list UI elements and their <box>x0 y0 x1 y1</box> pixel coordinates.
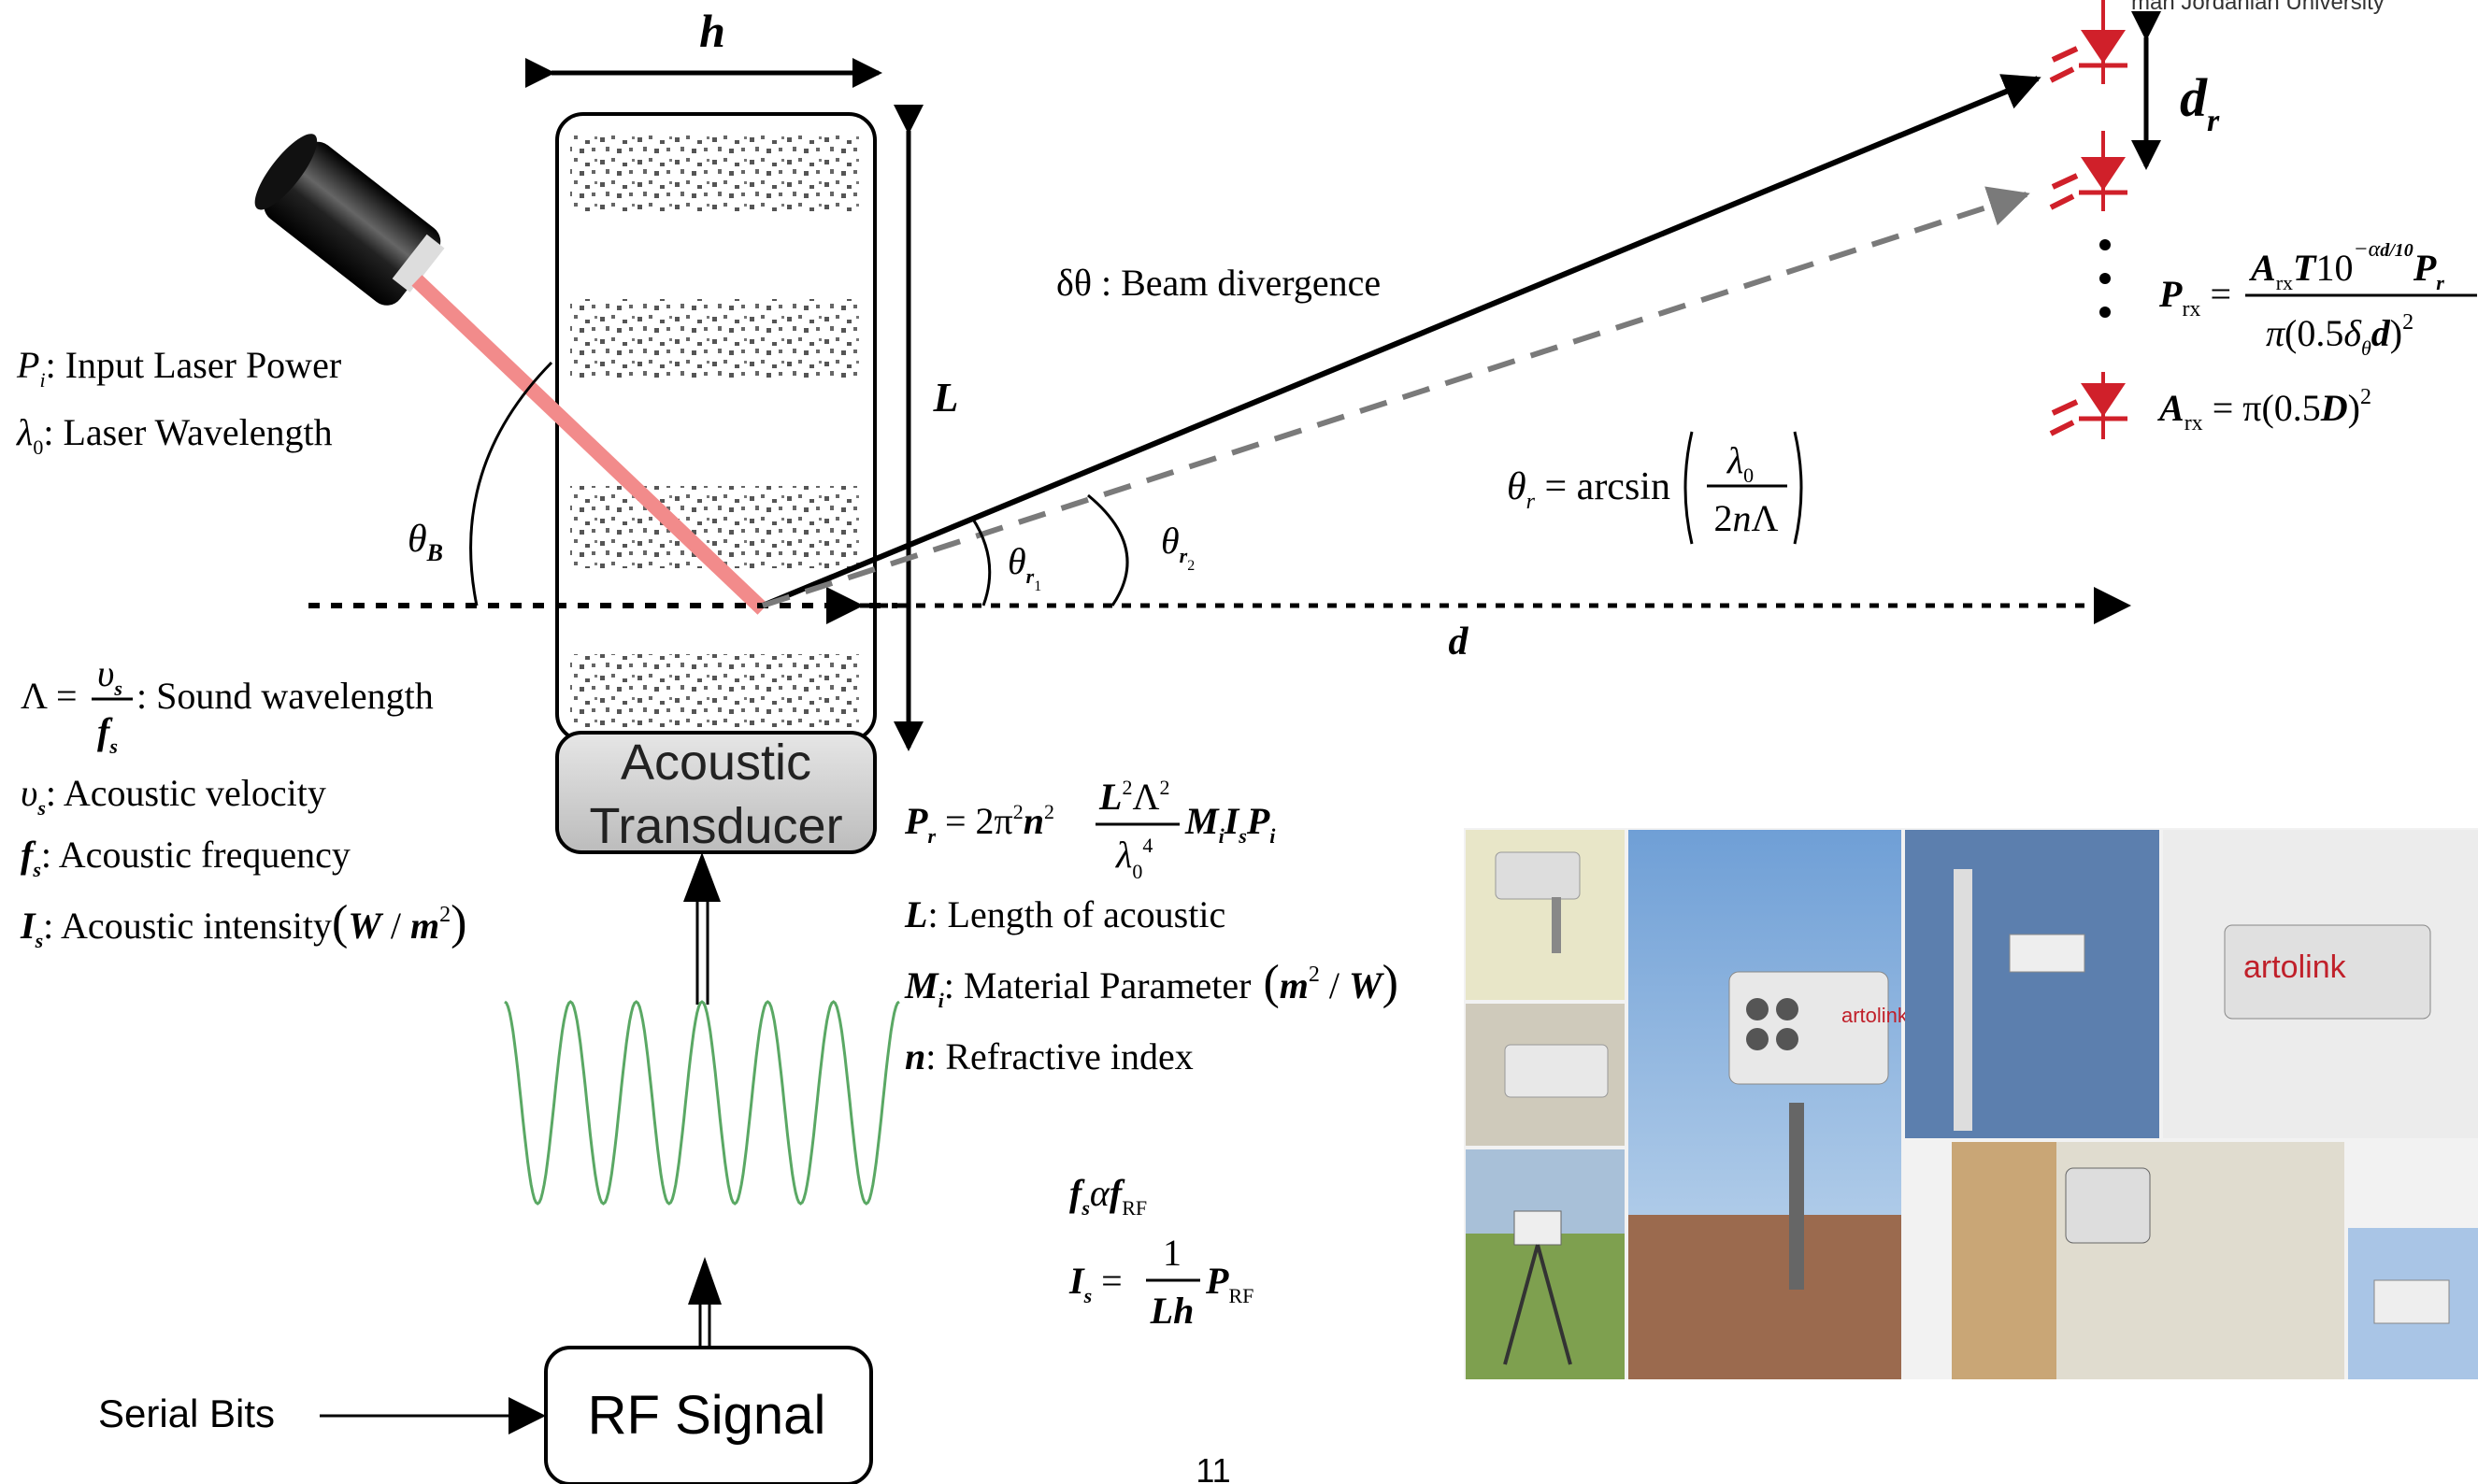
photodiode-2 <box>2049 131 2127 211</box>
svg-text:θr = arcsin: θr = arcsin <box>1507 465 1670 514</box>
svg-text:Lh: Lh <box>1150 1290 1195 1332</box>
dr-label: dr <box>2180 67 2220 138</box>
svg-text:π(0.5δθd)2: π(0.5δθd)2 <box>2266 310 2414 360</box>
laser-source <box>254 134 445 306</box>
fs-proportional-formula: fsαfRF <box>1069 1172 1147 1220</box>
theta-r1-arc <box>970 517 992 606</box>
svg-text:: Sound wavelength: : Sound wavelength <box>136 675 434 717</box>
rf-signal-label: RF Signal <box>588 1385 826 1446</box>
photo-tile-8 <box>2348 1228 2478 1379</box>
diffracted-beam-1 <box>761 74 2041 608</box>
L-label: L <box>933 375 959 421</box>
svg-text:Pr = 2π2n2: Pr = 2π2n2 <box>904 800 1054 848</box>
theta-r-formula: θr = arcsin λ0 2nΛ <box>1507 431 1803 545</box>
intensity-formula: Is = 1 Lh PRF <box>1068 1232 1253 1332</box>
svg-text:1: 1 <box>1163 1232 1182 1274</box>
affiliation-text: man Jordanian University <box>2131 0 2385 15</box>
photodiode-3 <box>2049 372 2127 439</box>
svg-text:fs: fs <box>97 710 118 758</box>
d-label: d <box>1449 621 1469 664</box>
dots-3 <box>2099 307 2111 318</box>
theta-r2-label: θr2 <box>1161 520 1195 574</box>
photo-tile-6: artolink <box>2163 830 2478 1138</box>
laser-beam <box>411 275 768 615</box>
receiver-area-formula: Arx = π(0.5D)2 <box>2156 385 2371 435</box>
rf-box-to-wave-arrow <box>688 1257 722 1348</box>
rf-to-transducer-arrow <box>683 852 721 1005</box>
acousto-optic-crystal <box>555 112 877 742</box>
photo-tile-1 <box>1466 830 1625 1000</box>
photodiode-1 <box>2049 0 2127 84</box>
acoustic-transducer: Acoustic Transducer <box>555 731 877 854</box>
svg-text:ArxT10−αd/10Pr: ArxT10−αd/10Pr <box>2248 237 2444 294</box>
diffracted-power-formula: Pr = 2π2n2 L2Λ2 λ04 MiIsPi <box>904 776 1276 883</box>
dots-1 <box>2099 239 2111 250</box>
theta-B-arc <box>469 361 553 606</box>
svg-text:υs: υs <box>97 652 122 700</box>
brand-text: artolink <box>1841 1004 1909 1027</box>
photo-collage: artolink artolink <box>1464 828 2478 1379</box>
serial-bits-label: Serial Bits <box>98 1391 275 1435</box>
beam-divergence-label: δθ : Beam divergence <box>1056 262 1381 304</box>
theta-r2-arc <box>1087 493 1129 606</box>
svg-text:PRF: PRF <box>1205 1260 1253 1307</box>
received-power-formula: Prx = ArxT10−αd/10Pr π(0.5δθd)2 <box>2158 237 2477 360</box>
svg-text:λ0: λ0 <box>1726 439 1754 487</box>
photo-tile-4: artolink <box>1628 830 1909 1379</box>
svg-text:fsαfRF: fsαfRF <box>1069 1172 1147 1220</box>
svg-text:L2Λ2: L2Λ2 <box>1098 776 1169 818</box>
theta-B-label: θB <box>408 518 443 566</box>
svg-text:Is =: Is = <box>1068 1260 1123 1307</box>
h-label: h <box>699 5 725 57</box>
page-number: 11 <box>1196 1451 1230 1484</box>
transducer-label-1: Acoustic <box>621 735 811 791</box>
svg-text:2nΛ: 2nΛ <box>1713 497 1778 539</box>
svg-text:Arx = π(0.5D)2: Arx = π(0.5D)2 <box>2156 385 2371 435</box>
transducer-label-2: Transducer <box>589 798 842 854</box>
input-laser-power-label: Pi: Input Laser Power <box>16 344 341 392</box>
photo-tile-2 <box>1466 1004 1625 1146</box>
brand-text-2: artolink <box>2243 949 2347 985</box>
dots-2 <box>2099 273 2111 284</box>
rf-signal-box: RF Signal <box>544 1346 873 1484</box>
acoustic-velocity-def: υs: Acoustic velocity <box>21 772 326 820</box>
svg-text:Λ =: Λ = <box>21 675 78 717</box>
svg-text:λ04: λ04 <box>1115 834 1153 883</box>
acoustic-frequency-def: fs: Acoustic frequency <box>21 834 351 881</box>
photo-tile-7 <box>1952 1142 2344 1379</box>
sound-wavelength-def: Λ = υs fs : Sound wavelength <box>21 652 434 758</box>
svg-text:Prx =: Prx = <box>2158 273 2231 321</box>
material-parameter-def: Mi: Material Parameter (m2 / W) <box>904 956 1398 1012</box>
photo-tile-5 <box>1905 830 2159 1138</box>
acoustic-intensity-def: Is: Acoustic intensity(W / m2) <box>20 896 467 952</box>
theta-r1-label: θr1 <box>1008 540 1041 594</box>
rf-waveform <box>504 1000 900 1206</box>
photo-tile-3 <box>1466 1149 1625 1379</box>
laser-wavelength-label: λ0: Laser Wavelength <box>16 411 333 459</box>
refractive-index-def: n: Refractive index <box>905 1035 1194 1077</box>
length-acoustic-def: L: Length of acoustic <box>904 893 1225 935</box>
svg-text:MiIsPi: MiIsPi <box>1184 800 1276 848</box>
